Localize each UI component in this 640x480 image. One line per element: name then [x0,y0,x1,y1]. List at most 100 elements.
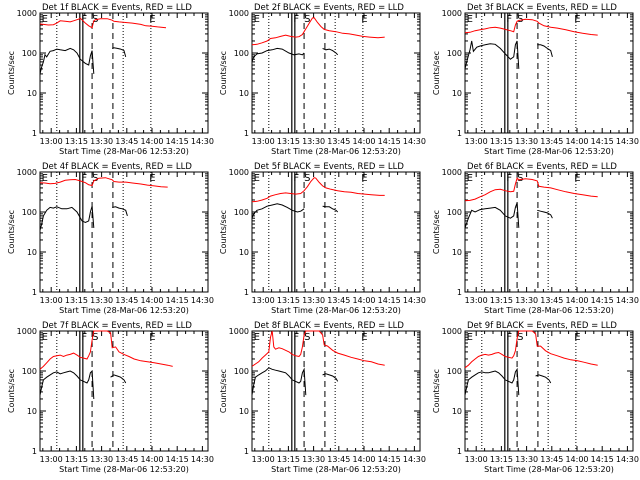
y-tick-label: 10 [452,89,462,98]
x-tick-label: 13:45 [327,137,350,146]
region-label: E [42,173,48,184]
x-tick-label: 13:00 [252,137,275,146]
y-tick-label: 1000 [17,9,37,18]
x-axis-label: Start Time (28-Mar-06 12:53:20) [59,147,189,156]
region-label: E [467,173,473,184]
plot-title: Det 1f BLACK = Events, RED = LLD [42,3,192,13]
y-axis-label: Counts/sec [432,51,441,95]
region-label: E [574,173,580,184]
x-tick-label: 13:15 [65,296,88,305]
y-tick-label: 1000 [442,327,462,336]
plot-frame [464,330,634,452]
plot-title: Det 2f BLACK = Events, RED = LLD [254,3,404,13]
x-tick-label: 14:00 [140,137,163,146]
y-axis-label: Counts/sec [432,369,441,413]
y-tick-label: 10 [27,248,37,257]
y-tick-label: 1 [457,447,462,456]
y-tick-label: 1 [244,447,249,456]
x-tick-label: 13:45 [540,137,563,146]
region-label: S [304,173,310,184]
x-tick-label: 13:45 [115,137,138,146]
y-tick-label: 10 [239,89,249,98]
x-tick-label: 14:30 [616,296,639,305]
x-tick-label: 14:30 [191,137,214,146]
x-tick-label: 13:00 [465,296,488,305]
x-tick-label: 14:00 [565,137,588,146]
plot-frame [39,171,209,293]
y-tick-label: 1000 [229,327,249,336]
y-tick-label: 1 [32,447,37,456]
x-tick-label: 13:00 [465,137,488,146]
x-tick-label: 13:00 [40,296,63,305]
region-label: S [304,332,310,343]
lld-series-line [464,330,598,369]
x-tick-label: 13:15 [490,296,513,305]
events-series-line [251,203,305,219]
region-label: F [293,332,299,343]
region-label: E [254,173,260,184]
region-label: S [304,14,310,25]
y-tick-label: 10 [27,89,37,98]
lld-series-line [39,17,167,29]
y-tick-label: 1 [32,129,37,138]
y-axis-label: Counts/sec [7,210,16,254]
x-tick-label: 13:15 [490,455,513,464]
x-tick-label: 14:15 [166,137,189,146]
events-series-line [464,367,520,396]
region-label: E [42,332,48,343]
x-axis-label: Start Time (28-Mar-06 12:53:20) [59,465,189,474]
y-tick-label: 10 [239,248,249,257]
plot-title: Det 9f BLACK = Events, RED = LLD [467,321,617,331]
x-tick-label: 14:15 [378,455,401,464]
region-label: S [517,14,523,25]
x-axis-label: Start Time (28-Mar-06 12:53:20) [271,147,401,156]
y-axis-label: Counts/sec [219,369,228,413]
region-label: F [506,173,512,184]
plot-title: Det 4f BLACK = Events, RED = LLD [42,162,192,172]
x-tick-label: 13:30 [515,137,538,146]
y-tick-label: 1 [457,288,462,297]
x-tick-label: 13:45 [115,296,138,305]
x-tick-label: 13:30 [515,296,538,305]
x-tick-label: 14:15 [166,455,189,464]
events-series-line [322,205,339,213]
region-label: E [149,14,155,25]
events-series-line [464,40,520,70]
y-tick-label: 100 [234,367,249,376]
events-series-line [535,374,552,384]
x-tick-label: 14:15 [591,137,614,146]
region-label: E [574,14,580,25]
x-tick-label: 14:15 [378,137,401,146]
events-series-line [322,47,339,56]
plot-frame [251,330,421,452]
y-tick-label: 10 [239,407,249,416]
region-label: F [81,332,87,343]
region-label: F [293,14,299,25]
y-tick-label: 100 [22,49,37,58]
region-label: S [517,173,523,184]
y-tick-label: 10 [452,248,462,257]
x-tick-label: 14:00 [140,455,163,464]
x-tick-label: 13:30 [302,455,325,464]
y-tick-label: 1 [32,288,37,297]
y-tick-label: 10 [27,407,37,416]
lld-series-line [251,17,385,46]
events-series-line [251,47,305,63]
y-axis-label: Counts/sec [219,210,228,254]
events-series-line [537,209,553,219]
y-tick-label: 100 [22,367,37,376]
x-tick-label: 14:15 [378,296,401,305]
x-axis-label: Start Time (28-Mar-06 12:53:20) [59,306,189,315]
events-series-line [112,47,127,58]
plot-frame [39,12,209,134]
y-tick-label: 100 [447,208,462,217]
plot-frame [251,12,421,134]
x-tick-label: 13:45 [327,296,350,305]
y-tick-label: 100 [234,49,249,58]
x-tick-label: 13:30 [515,455,538,464]
region-label: E [467,14,473,25]
x-axis-label: Start Time (28-Mar-06 12:53:20) [484,306,614,315]
lld-series-line [251,177,385,203]
events-series-line [39,47,95,75]
